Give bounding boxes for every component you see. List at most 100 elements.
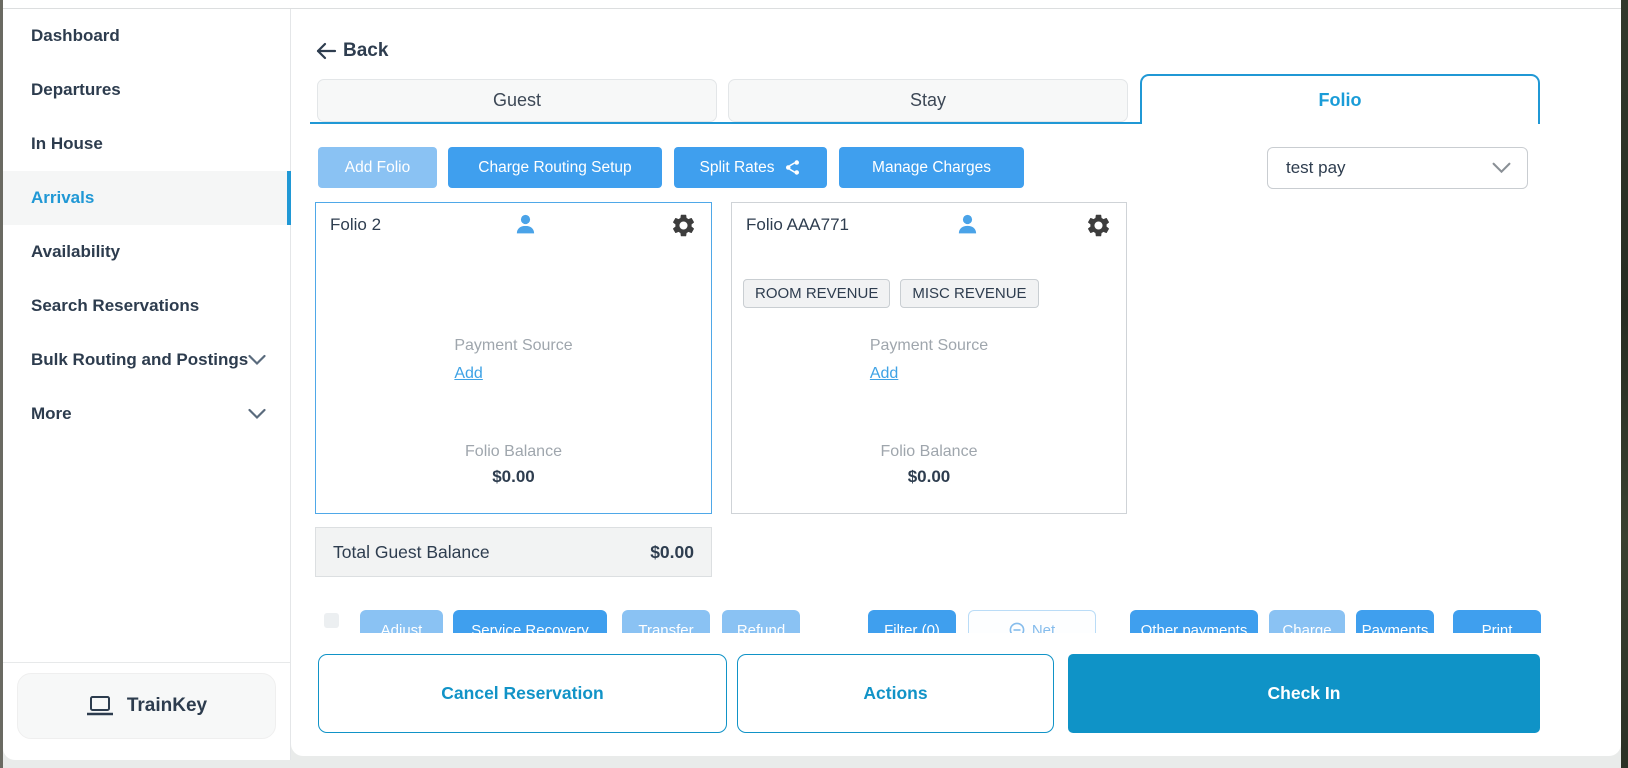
tab-active-underline	[310, 122, 1141, 124]
payments-button[interactable]: Payments	[1356, 610, 1434, 633]
button-label: Split Rates	[699, 158, 775, 176]
desktop-right-edge	[1621, 0, 1628, 768]
other-payments-button[interactable]: Other payments	[1130, 610, 1258, 633]
sidebar-item-departures[interactable]: Departures	[3, 63, 290, 117]
adjust-button[interactable]: Adjust	[360, 610, 443, 633]
filter-button[interactable]: Filter (0)	[868, 610, 956, 633]
sidebar-item-bulk-routing[interactable]: Bulk Routing and Postings	[3, 333, 290, 387]
chevron-down-icon	[1492, 162, 1511, 174]
folio-title: Folio AAA771	[746, 215, 850, 234]
add-folio-button[interactable]: Add Folio	[318, 147, 437, 188]
button-label: Charge Routing Setup	[478, 158, 632, 176]
refund-button[interactable]: Refund	[722, 610, 800, 633]
button-label: Service Recovery	[471, 621, 589, 634]
button-label: Payments	[1361, 621, 1429, 634]
folio-card-selected[interactable]: Folio 2 Payment Source Add Folio Balance…	[315, 202, 712, 514]
button-label: Charge	[1282, 621, 1332, 634]
tab-folio[interactable]: Folio	[1140, 74, 1540, 124]
add-payment-source-link[interactable]: Add	[869, 365, 899, 382]
folio-balance-label: Folio Balance	[880, 443, 978, 460]
folio-balance-value: $0.00	[907, 467, 951, 486]
tab-stay[interactable]: Stay	[728, 79, 1128, 122]
add-payment-source-link[interactable]: Add	[454, 365, 483, 382]
trainkey-button[interactable]: TrainKey	[17, 673, 276, 739]
laptop-icon	[86, 694, 114, 718]
transaction-toolbar-clipped: Adjust Service Recovery Transfer Refund …	[291, 610, 1621, 633]
net-toggle-button[interactable]: Net	[968, 610, 1096, 633]
print-button[interactable]: Print	[1453, 610, 1541, 633]
select-all-checkbox[interactable]	[324, 613, 339, 628]
charge-routing-setup-button[interactable]: Charge Routing Setup	[448, 147, 662, 188]
folio-card[interactable]: Folio AAA771 ROOM REVENUE MISC REVENUE P…	[731, 202, 1127, 514]
transfer-button[interactable]: Transfer	[622, 610, 710, 633]
folio-card-header: Folio 2	[316, 203, 711, 247]
payment-source-block: Payment Source Add	[454, 337, 572, 383]
button-label: Adjust	[380, 621, 423, 634]
actions-button[interactable]: Actions	[737, 654, 1054, 733]
circle-minus-icon	[1009, 622, 1025, 633]
sidebar-item-label: Departures	[31, 80, 121, 99]
sidebar-item-label: Availability	[31, 242, 121, 261]
folio-card-header: Folio AAA771	[732, 203, 1126, 247]
share-icon	[784, 159, 801, 176]
payment-source-block: Payment Source Add	[870, 337, 988, 383]
back-label: Back	[343, 40, 389, 61]
total-guest-balance-value: $0.00	[650, 541, 694, 562]
tab-label: Stay	[909, 90, 947, 110]
button-label: Manage Charges	[872, 158, 991, 176]
main-panel: Back Guest Stay Folio Add Folio Charge R…	[291, 9, 1621, 756]
split-rates-button[interactable]: Split Rates	[674, 147, 827, 188]
button-label: Add Folio	[344, 158, 411, 176]
back-button[interactable]: Back	[316, 40, 388, 62]
button-label: Print	[1481, 621, 1513, 634]
arrow-left-icon	[316, 42, 337, 60]
button-label: Cancel Reservation	[441, 683, 604, 703]
total-guest-balance-bar: Total Guest Balance $0.00	[315, 527, 712, 577]
folio-selector-dropdown[interactable]: test pay	[1267, 147, 1528, 189]
user-icon	[513, 212, 538, 238]
sidebar-item-search-reservations[interactable]: Search Reservations	[3, 279, 290, 333]
revenue-tag-row: ROOM REVENUE MISC REVENUE	[743, 279, 1039, 308]
payment-source-label: Payment Source	[454, 337, 573, 354]
button-label: Other payments	[1140, 621, 1248, 634]
button-label: Transfer	[638, 621, 694, 634]
service-recovery-button[interactable]: Service Recovery	[453, 610, 607, 633]
tab-label: Guest	[492, 90, 542, 110]
chevron-down-icon	[248, 354, 266, 366]
manage-charges-button[interactable]: Manage Charges	[839, 147, 1024, 188]
sidebar-item-label: Arrivals	[31, 188, 95, 207]
sidebar-item-arrivals[interactable]: Arrivals	[3, 171, 291, 225]
button-label: Check In	[1267, 683, 1341, 703]
sidebar-item-availability[interactable]: Availability	[3, 225, 290, 279]
sidebar-item-label: Search Reservations	[31, 296, 200, 315]
button-label: Filter (0)	[884, 621, 940, 634]
sidebar-item-more[interactable]: More	[3, 387, 290, 441]
tab-label: Folio	[1318, 89, 1362, 110]
sidebar-item-in-house[interactable]: In House	[3, 117, 290, 171]
sidebar-item-label: Bulk Routing and Postings	[31, 350, 249, 369]
sidebar-item-label: Dashboard	[31, 26, 120, 45]
trainkey-label: TrainKey	[126, 695, 208, 716]
charge-button[interactable]: Charge	[1269, 610, 1345, 633]
gear-icon[interactable]	[1085, 212, 1112, 239]
sidebar-item-dashboard[interactable]: Dashboard	[3, 9, 290, 63]
revenue-tag: ROOM REVENUE	[743, 279, 891, 308]
button-label: Refund	[736, 621, 786, 634]
folio-selector-value: test pay	[1286, 158, 1346, 177]
payment-source-label: Payment Source	[869, 337, 989, 354]
window-top-border	[3, 8, 1621, 9]
button-label: Net	[1031, 621, 1056, 634]
sidebar: Dashboard Departures In House Arrivals A…	[3, 9, 291, 760]
sidebar-item-label: In House	[31, 134, 103, 153]
chevron-down-icon	[248, 408, 266, 420]
sidebar-item-label: More	[31, 404, 72, 423]
cancel-reservation-button[interactable]: Cancel Reservation	[318, 654, 727, 733]
tab-guest[interactable]: Guest	[317, 79, 717, 122]
check-in-button[interactable]: Check In	[1068, 654, 1540, 733]
gear-icon[interactable]	[670, 212, 697, 239]
button-label: Actions	[863, 683, 928, 703]
folio-balance-label: Folio Balance	[465, 443, 562, 460]
folio-title: Folio 2	[330, 215, 382, 234]
desktop-left-edge	[0, 0, 3, 768]
